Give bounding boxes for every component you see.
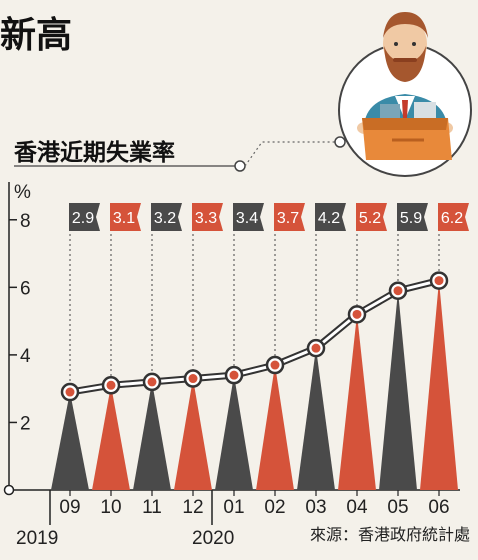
- x-tick-label: 01: [223, 497, 244, 518]
- data-label: 3.2: [154, 210, 176, 227]
- headline-fragment: 新高: [0, 15, 72, 56]
- bar: [420, 280, 458, 490]
- office-worker-illustration: [334, 12, 472, 177]
- value-flag: [69, 203, 100, 231]
- year-separators: [49, 490, 213, 525]
- year-2020-label: 2020: [192, 528, 234, 549]
- bar: [256, 365, 294, 490]
- bar: [379, 290, 417, 490]
- data-point: [188, 374, 198, 384]
- year-2019-label: 2019: [16, 528, 58, 549]
- data-point: [229, 370, 239, 380]
- bars-layer: [51, 280, 458, 490]
- x-labels-layer: 09 10 11 12 01 02 03 04 05 06: [59, 490, 450, 518]
- y-tick-label: 4: [20, 346, 31, 367]
- data-label: 2.9: [72, 210, 94, 227]
- data-point: [352, 309, 362, 319]
- value-flag: [110, 203, 141, 231]
- x-tick-label: 10: [100, 497, 121, 518]
- bar: [92, 385, 130, 490]
- data-label: 3.1: [113, 210, 135, 227]
- data-label: 5.2: [359, 210, 381, 227]
- bar: [215, 375, 253, 490]
- bar: [133, 381, 171, 490]
- x-tick-label: 05: [387, 497, 408, 518]
- value-flag: [438, 203, 469, 231]
- data-label: 4.2: [318, 210, 340, 227]
- x-tick-label: 03: [305, 497, 326, 518]
- x-tick-label: 11: [142, 497, 162, 518]
- y-ticks-layer: 2 4 6 8: [9, 211, 31, 434]
- y-tick-label: 6: [20, 278, 31, 299]
- chart-title: 香港近期失業率: [14, 139, 175, 166]
- bar: [338, 314, 376, 490]
- data-point: [311, 343, 321, 353]
- value-flag: [192, 203, 223, 231]
- value-flag: [315, 203, 346, 231]
- value-flag: [233, 203, 264, 231]
- data-point: [393, 286, 403, 296]
- bar: [297, 348, 335, 490]
- x-tick-label: 12: [182, 497, 203, 518]
- x-tick-label: 09: [59, 497, 80, 518]
- data-label: 3.3: [195, 210, 217, 227]
- data-label: 6.2: [441, 210, 463, 227]
- data-point: [270, 360, 280, 370]
- title-connector: [14, 141, 340, 172]
- value-flag: [151, 203, 182, 231]
- bar: [174, 378, 212, 490]
- value-flags-layer: 2.9 3.1 3.2 3.3 3.4 3.7 4.2 5.2 5.9 6.2: [69, 203, 469, 231]
- x-tick-label: 02: [264, 497, 285, 518]
- data-label: 5.9: [400, 210, 422, 227]
- trend-line-inner: [69, 279, 440, 394]
- y-axis-unit: %: [14, 182, 31, 203]
- trend-line-layer: [60, 271, 449, 402]
- data-point: [147, 377, 157, 387]
- data-point: [65, 387, 75, 397]
- x-tick-label: 04: [346, 497, 368, 518]
- value-flag: [274, 203, 305, 231]
- value-flag: [356, 203, 387, 231]
- value-flag: [397, 203, 428, 231]
- x-tick-label: 06: [428, 497, 449, 518]
- data-point: [434, 276, 444, 286]
- data-point: [106, 380, 116, 390]
- data-label: 3.4: [236, 210, 258, 227]
- drop-lines-layer: [69, 204, 440, 385]
- y-tick-label: 8: [20, 211, 31, 232]
- y-tick-label: 2: [20, 413, 31, 434]
- data-label: 3.7: [277, 210, 299, 227]
- source-note: 來源：香港政府統計處: [310, 525, 470, 544]
- bar: [51, 392, 89, 490]
